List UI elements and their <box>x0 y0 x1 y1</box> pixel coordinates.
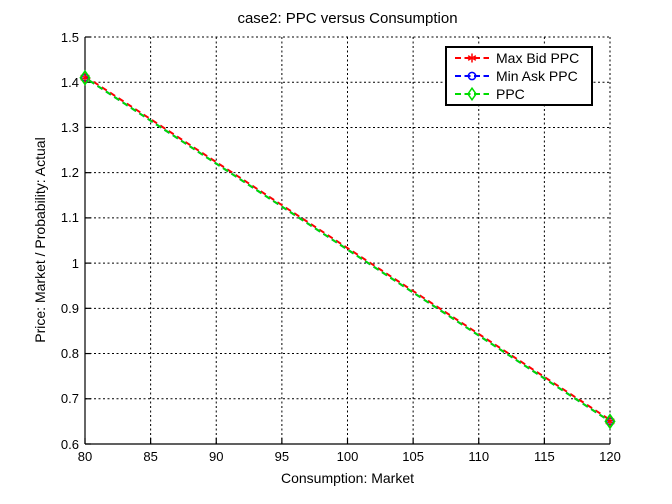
y-tick-label: 0.9 <box>60 300 79 316</box>
y-tick-label: 0.8 <box>60 346 79 362</box>
y-tick-label: 1.4 <box>60 74 79 90</box>
diamond-marker <box>604 413 616 430</box>
series-line-ppc <box>84 76 611 423</box>
x-axis-label: Consumption: Market <box>280 470 415 486</box>
legend-item-ppc: PPC <box>453 86 589 102</box>
y-tick-label: 1.3 <box>60 119 79 135</box>
x-tick-label: 100 <box>336 449 359 464</box>
legend-sample-max-bid-ppc <box>455 53 489 63</box>
x-tick-label: 95 <box>274 449 290 464</box>
asterisk-marker <box>467 55 477 61</box>
legend-label-max-bid-ppc: Max Bid PPC <box>496 50 580 66</box>
x-tick-label: 90 <box>209 449 224 464</box>
x-tick-label: 80 <box>77 449 93 464</box>
legend-item-min-ask-ppc: Min Ask PPC <box>453 68 589 84</box>
x-tick-label: 115 <box>534 449 555 464</box>
diamond-marker <box>467 86 477 102</box>
diamond-marker <box>79 69 91 86</box>
legend-sample-ppc <box>455 86 489 102</box>
y-tick-label: 0.6 <box>60 436 79 452</box>
x-tick-label: 85 <box>143 449 158 464</box>
chart-title: case2: PPC versus Consumption <box>237 10 458 27</box>
x-tick-label: 110 <box>468 449 490 464</box>
y-tick-label: 1.1 <box>60 210 79 226</box>
legend-label-min-ask-ppc: Min Ask PPC <box>496 68 578 84</box>
legend-sample-min-ask-ppc <box>455 71 489 81</box>
x-tick-label: 120 <box>599 449 621 464</box>
legend-item-max-bid-ppc: Max Bid PPC <box>453 50 589 66</box>
y-tick-label: 1.2 <box>60 165 79 181</box>
y-tick-label: 1 <box>71 255 79 271</box>
series-line-max-bid-ppc <box>84 75 611 421</box>
circle-marker <box>467 71 477 81</box>
x-tick-label: 105 <box>402 449 424 464</box>
legend-label-ppc: PPC <box>496 86 525 102</box>
y-tick-label: 0.7 <box>60 391 79 407</box>
legend[interactable]: Max Bid PPC Min Ask PPC PPC <box>445 46 593 106</box>
y-tick-label: 1.5 <box>60 29 79 45</box>
